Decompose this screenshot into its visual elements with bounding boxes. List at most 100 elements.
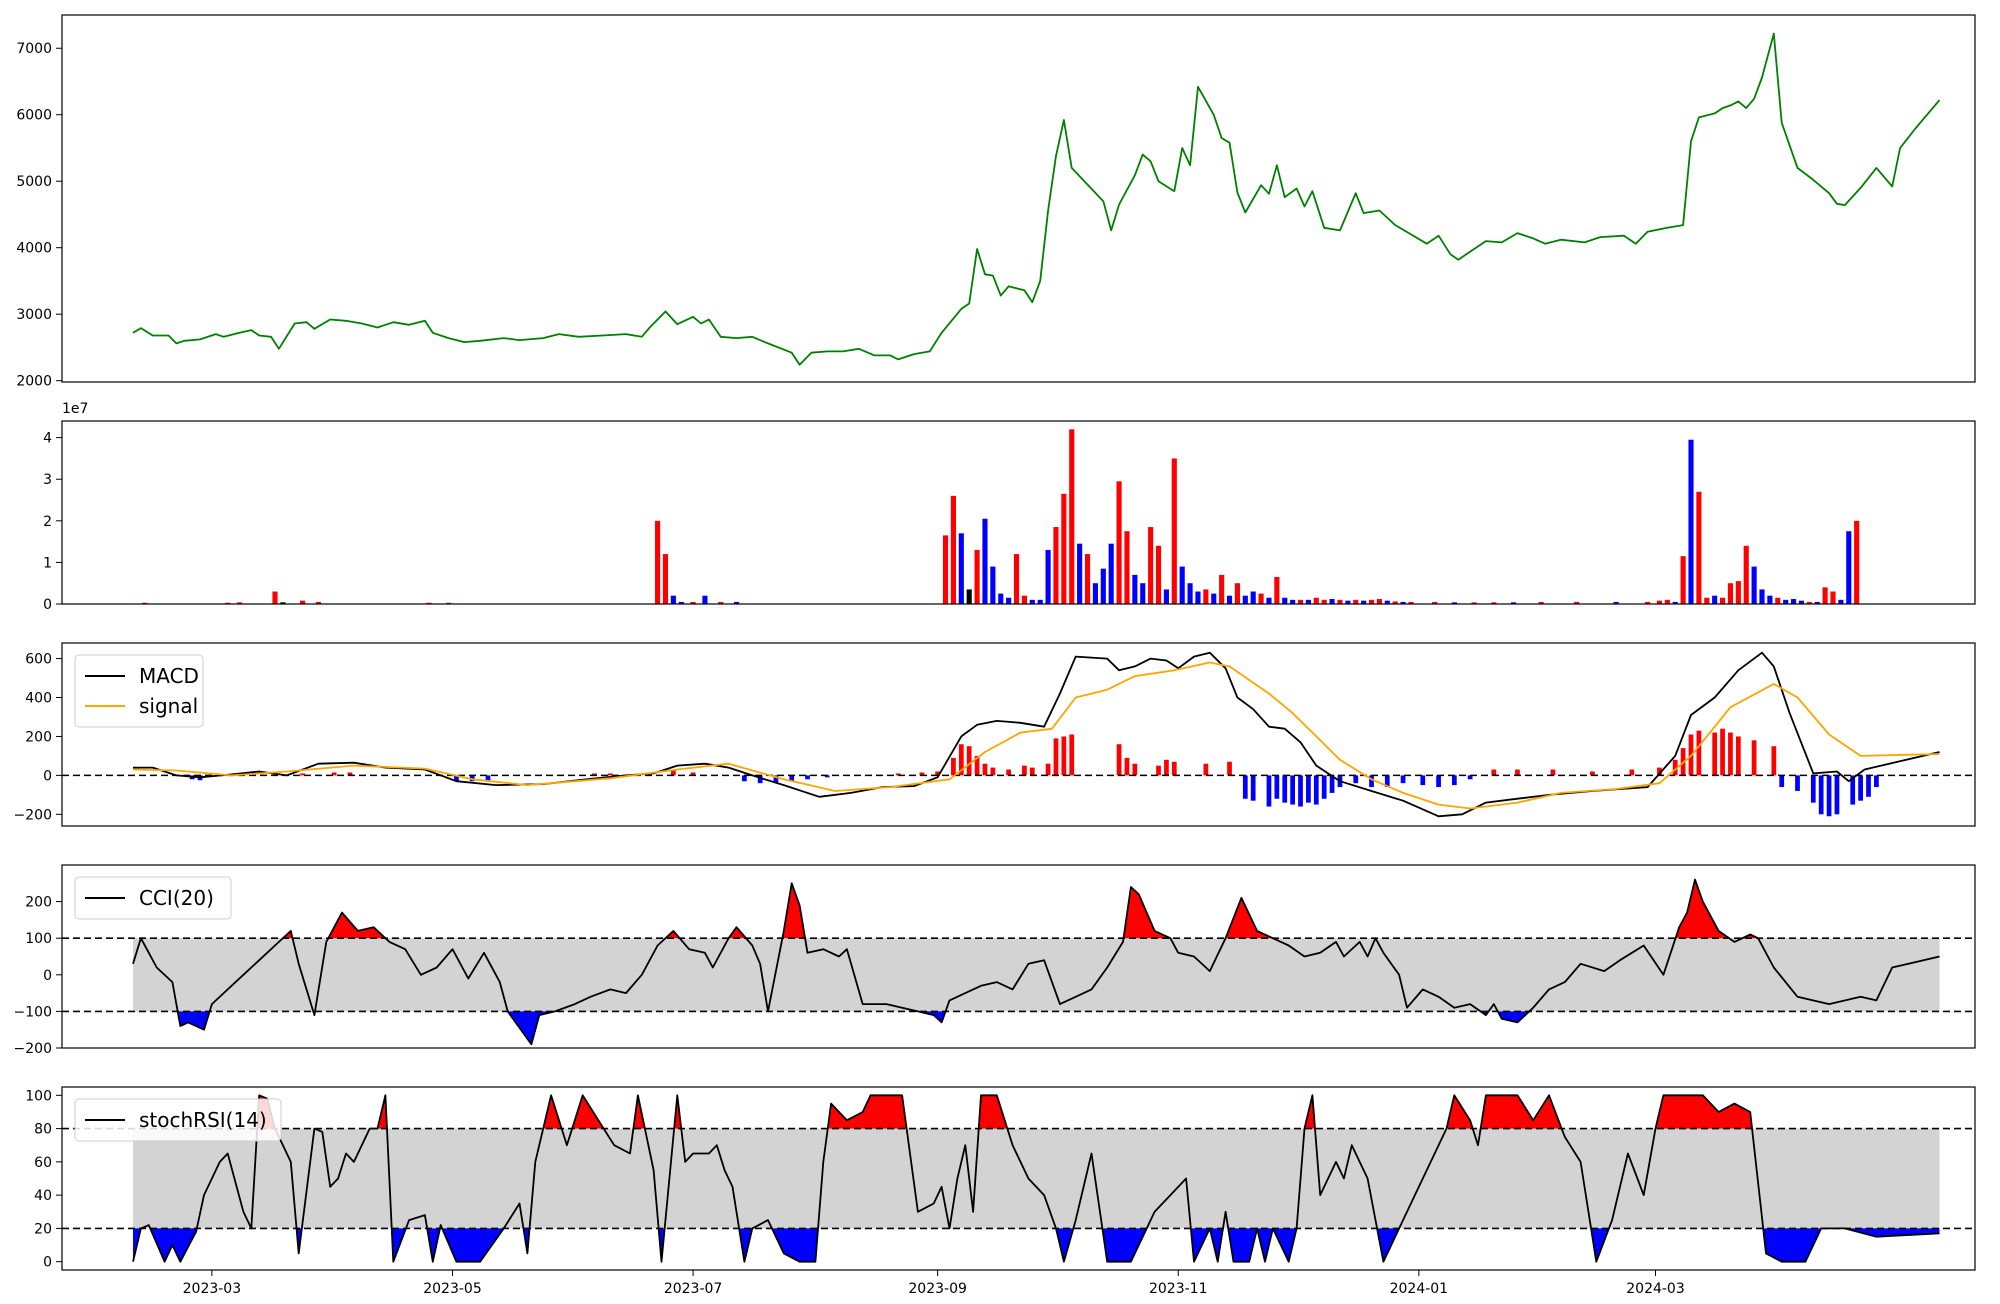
axes-frame [61, 420, 1976, 605]
oversold-fill [427, 1228, 440, 1262]
volume-bar [1187, 583, 1193, 604]
volume-bar [1195, 591, 1201, 604]
x-tick-label: 2023-03 [183, 1281, 242, 1297]
volume-bar [690, 601, 696, 604]
volume-bar [315, 601, 321, 604]
y-tick-label: 200 [25, 895, 52, 911]
histogram-bar [1164, 759, 1169, 776]
volume-bar [1838, 599, 1844, 604]
volume-bar [1846, 531, 1852, 604]
histogram-bar [1369, 775, 1374, 788]
volume-bar [1203, 589, 1209, 604]
histogram-bar [1467, 775, 1473, 780]
histogram-bar [1022, 765, 1027, 776]
volume-bar [1672, 601, 1678, 604]
oversold-fill [507, 1011, 555, 1045]
histogram-bar [454, 775, 459, 782]
overbought-fill [633, 1095, 645, 1129]
volume-bar [1242, 595, 1248, 604]
histogram-bar [1156, 765, 1161, 776]
histogram-bar [592, 773, 597, 776]
volume-bar [1759, 589, 1765, 604]
histogram-bar [1436, 775, 1441, 788]
volume-bar [142, 602, 148, 604]
histogram-bar [1203, 763, 1209, 776]
histogram-bar [1242, 775, 1248, 799]
y-tick-label: −200 [14, 807, 52, 823]
volume-bar [655, 520, 661, 604]
overbought-fill [1225, 897, 1273, 939]
volume-bar [272, 591, 278, 604]
volume-bar [662, 554, 669, 604]
volume-panel: 1e7 0 1 2 3 4 [43, 401, 1976, 613]
volume-bar [1664, 599, 1670, 604]
volume-bar [1432, 601, 1438, 604]
y-tick-label: 5000 [16, 174, 52, 190]
volume-bar [1376, 599, 1382, 604]
volume-bar [1688, 439, 1694, 604]
volume-bar [1116, 481, 1122, 604]
x-tick-label: 2024-03 [1626, 1281, 1685, 1297]
histogram-bar [347, 772, 353, 776]
volume-bar [1140, 583, 1146, 604]
histogram-bar [1696, 730, 1702, 776]
x-tick-label: 2023-05 [423, 1281, 482, 1297]
oversold-fill [1209, 1228, 1223, 1262]
cci-20--line [132, 878, 1940, 1046]
volume-bar [1830, 591, 1836, 604]
histogram-bar [1491, 769, 1497, 776]
histogram-bar [1850, 775, 1856, 805]
volume-bar [1712, 595, 1718, 604]
histogram-bar [1116, 744, 1122, 776]
volume-bar [1155, 545, 1162, 604]
oversold-fill [739, 1228, 753, 1262]
volume-bar [236, 602, 243, 604]
legend-box [74, 654, 204, 728]
oversold-fill [1272, 1228, 1297, 1262]
histogram-bar [1298, 775, 1303, 807]
volume-bar [1451, 602, 1457, 604]
volume-bar [1767, 595, 1773, 604]
volume-bar [1345, 600, 1351, 604]
histogram-bar [919, 772, 925, 776]
histogram-bar [1124, 757, 1130, 776]
histogram-bar [1657, 767, 1662, 776]
volume-bar [1108, 543, 1114, 604]
histogram-bar [966, 746, 972, 776]
histogram-bar [1045, 763, 1051, 776]
volume-bar [1680, 556, 1686, 604]
volume-bar [1258, 593, 1264, 604]
histogram-bar [1384, 775, 1390, 788]
overbought-fill [782, 883, 806, 939]
volume-bar [1806, 601, 1812, 604]
histogram-bar [757, 775, 763, 784]
neutral-band [132, 1128, 1940, 1229]
volume-bar [1538, 601, 1544, 604]
volume-bar [1491, 602, 1497, 604]
histogram-bar [1810, 775, 1816, 803]
volume-bar [942, 535, 949, 604]
y-tick-label: −100 [14, 1004, 52, 1020]
volume-bar [225, 602, 231, 604]
y-tick-label: −200 [14, 1041, 52, 1057]
axes-frame [61, 642, 1976, 827]
volume-bar [998, 593, 1004, 604]
macd-line [133, 651, 1940, 818]
y-tick-label: 200 [25, 729, 52, 745]
overbought-fill [1123, 887, 1171, 939]
overbought-fill [543, 1095, 562, 1129]
volume-bar [1719, 597, 1726, 604]
histogram-bar [895, 773, 901, 776]
histogram-bar [1858, 775, 1863, 801]
y-tick-label: 2000 [16, 374, 52, 390]
stochrsi-14--line [132, 1094, 1940, 1263]
histogram-bar [958, 744, 964, 776]
overbought-fill [665, 930, 680, 939]
histogram-bar [1451, 775, 1457, 786]
histogram-bar [1053, 738, 1059, 776]
oversold-fill [1056, 1228, 1074, 1262]
volume-bar [300, 600, 306, 604]
histogram-bar [1006, 769, 1012, 776]
histogram-bar [1061, 736, 1067, 776]
volume-bar [1743, 545, 1749, 604]
